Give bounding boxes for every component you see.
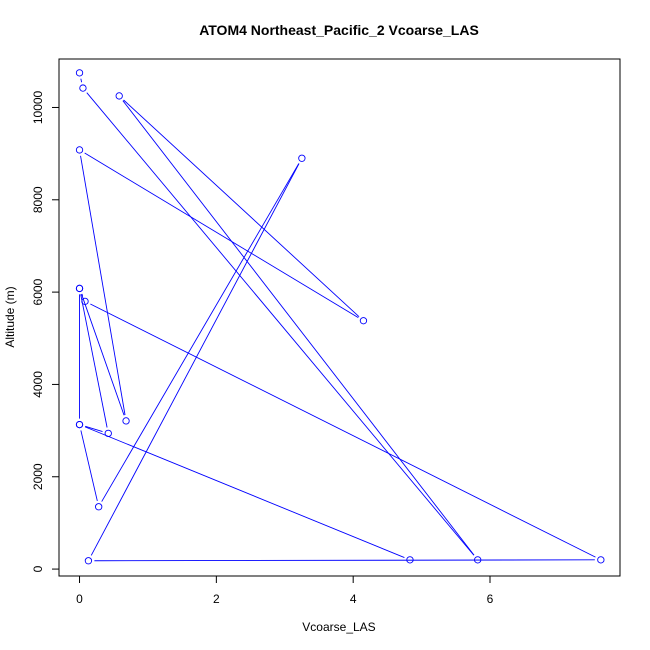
series-vcoarse-las — [75, 69, 605, 565]
data-point — [115, 92, 123, 100]
series-segment — [80, 78, 83, 83]
series-segment — [80, 294, 108, 428]
y-tick-label: 0 — [31, 565, 45, 572]
data-point — [406, 556, 414, 564]
series-segment — [94, 559, 595, 562]
series-segment — [101, 163, 300, 502]
series-segment — [80, 430, 98, 502]
series-segment — [81, 293, 84, 296]
data-point — [75, 69, 84, 77]
data-point — [122, 417, 130, 425]
y-axis: 0 2000 4000 6000 8000 10000 — [31, 90, 60, 572]
y-tick-label: 10000 — [31, 90, 45, 124]
series-segment — [86, 92, 475, 556]
y-tick-label: 8000 — [31, 186, 45, 213]
x-axis: 0 2 4 6 — [76, 575, 494, 606]
data-point — [104, 429, 112, 438]
chart-title: ATOM4 Northeast_Pacific_2 Vcoarse_LAS — [199, 22, 479, 38]
series-segment — [90, 303, 596, 558]
series-segment — [122, 100, 475, 556]
data-point — [95, 503, 103, 511]
data-point — [597, 556, 605, 564]
data-point — [75, 420, 84, 429]
y-tick-label: 4000 — [31, 371, 45, 398]
data-point — [75, 146, 84, 154]
series-segment — [85, 425, 103, 433]
data-point — [474, 556, 482, 564]
data-point — [81, 297, 89, 305]
series-segment — [90, 163, 300, 556]
y-axis-label: Altitude (m) — [3, 286, 17, 347]
series-segment — [123, 99, 360, 317]
data-point — [75, 284, 84, 293]
data-point — [79, 84, 87, 92]
series-segment — [81, 293, 125, 416]
series-segment — [80, 155, 126, 416]
series-segment — [84, 426, 405, 558]
data-point — [84, 557, 93, 565]
series-segment — [84, 152, 359, 319]
x-tick-label: 2 — [213, 592, 220, 606]
data-point — [359, 317, 368, 325]
data-point — [298, 154, 306, 162]
x-axis-label: Vcoarse_LAS — [302, 620, 375, 634]
y-tick-label: 2000 — [31, 463, 45, 490]
plot-frame — [58, 58, 621, 577]
x-tick-label: 6 — [487, 592, 494, 606]
x-tick-label: 4 — [350, 592, 357, 606]
x-tick-label: 0 — [76, 592, 83, 606]
y-tick-label: 6000 — [31, 278, 45, 305]
